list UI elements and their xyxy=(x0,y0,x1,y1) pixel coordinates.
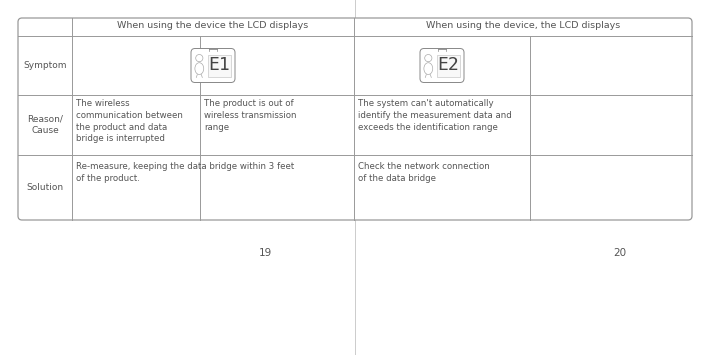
Text: Check the network connection
of the data bridge: Check the network connection of the data… xyxy=(358,162,490,183)
Text: Reason/
Cause: Reason/ Cause xyxy=(27,115,63,135)
FancyBboxPatch shape xyxy=(18,18,692,220)
Text: Symptom: Symptom xyxy=(23,61,67,70)
Text: When using the device, the LCD displays: When using the device, the LCD displays xyxy=(426,21,620,30)
Text: E1: E1 xyxy=(208,56,230,75)
Text: When using the device the LCD displays: When using the device the LCD displays xyxy=(118,21,308,30)
FancyBboxPatch shape xyxy=(208,55,231,76)
Text: 20: 20 xyxy=(613,248,627,258)
Text: 19: 19 xyxy=(258,248,272,258)
Text: Solution: Solution xyxy=(26,183,64,192)
FancyBboxPatch shape xyxy=(191,49,235,82)
Text: Re-measure, keeping the data bridge within 3 feet
of the product.: Re-measure, keeping the data bridge with… xyxy=(76,162,294,183)
Text: The wireless
communication between
the product and data
bridge is interrupted: The wireless communication between the p… xyxy=(76,99,183,143)
FancyBboxPatch shape xyxy=(437,55,460,76)
FancyBboxPatch shape xyxy=(420,49,464,82)
Text: E2: E2 xyxy=(437,56,459,75)
Text: The system can't automatically
identify the measurement data and
exceeds the ide: The system can't automatically identify … xyxy=(358,99,512,132)
Text: The product is out of
wireless transmission
range: The product is out of wireless transmiss… xyxy=(204,99,296,132)
